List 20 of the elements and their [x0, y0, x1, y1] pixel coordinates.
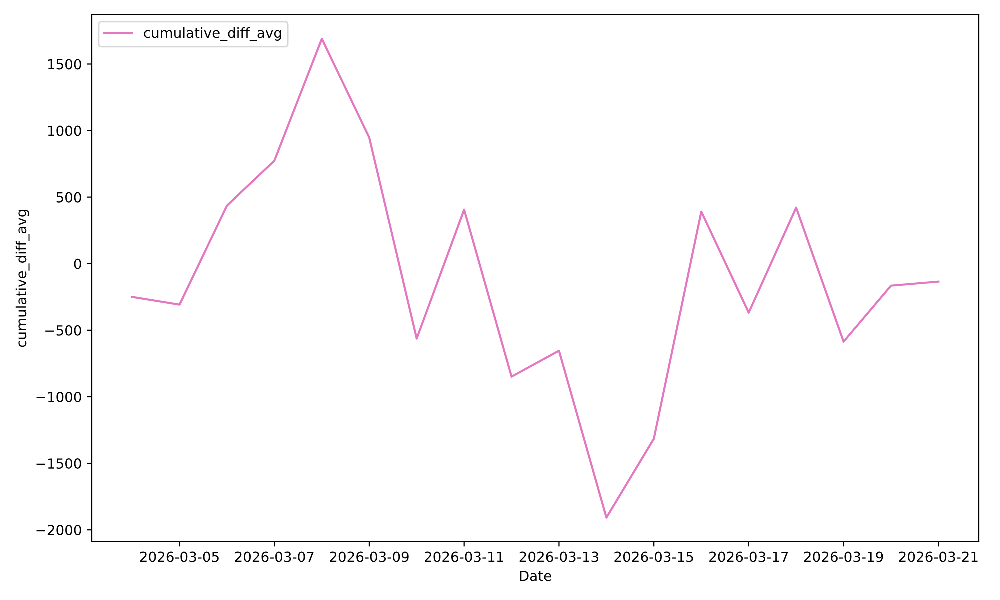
y-tick-label: −1500 — [36, 458, 82, 470]
x-tick-label: 2026-03-21 — [899, 552, 978, 562]
x-tick-label: 2026-03-11 — [425, 552, 504, 562]
y-tick-label: 500 — [56, 192, 82, 203]
y-tick-label: −500 — [46, 325, 82, 336]
y-tick-label: 1000 — [48, 126, 82, 136]
x-tick-label: 2026-03-15 — [614, 552, 694, 562]
x-tick-label: 2026-03-09 — [330, 552, 409, 562]
y-tick-label: −2000 — [36, 525, 82, 536]
y-tick-label: 0 — [74, 258, 82, 270]
y-axis-title: cumulative_diff_avg — [16, 210, 30, 348]
y-tick-label: −1000 — [36, 392, 82, 402]
x-tick-label: 2026-03-13 — [520, 552, 598, 562]
x-tick-label: 2026-03-17 — [710, 552, 788, 562]
x-tick-label: 2026-03-07 — [235, 552, 314, 562]
legend-label: cumulative_diff_avg — [144, 28, 282, 42]
y-tick-label: 1500 — [48, 59, 82, 70]
x-axis-title: Date — [520, 570, 552, 582]
x-tick-label: 2026-03-05 — [140, 552, 219, 562]
x-tick-label: 2026-03-19 — [804, 552, 884, 562]
